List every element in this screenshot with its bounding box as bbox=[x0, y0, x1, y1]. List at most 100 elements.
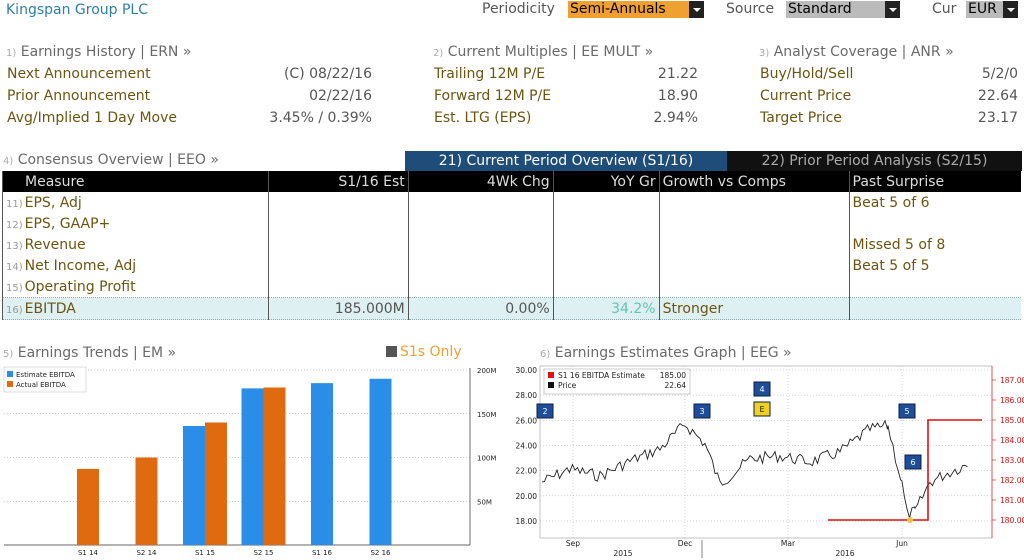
column-header-surprise[interactable]: Past Surprise bbox=[848, 171, 1021, 192]
source-select[interactable]: Standard bbox=[786, 1, 900, 18]
security-title: Kingspan Group PLC bbox=[6, 2, 149, 18]
section-title: Earnings Trends | EM » bbox=[17, 345, 177, 361]
growth-cell bbox=[658, 234, 850, 255]
target-price-value: 23.17 bbox=[977, 110, 1018, 126]
periodicity-value: Semi-Annuals bbox=[570, 1, 666, 17]
prior-announcement-label: Prior Announcement bbox=[7, 88, 151, 104]
event-marker[interactable] bbox=[904, 454, 922, 470]
table-row[interactable]: 11) EPS, Adj Beat 5 of 6 bbox=[2, 192, 1021, 213]
event-marker[interactable] bbox=[536, 403, 554, 419]
est-cell: 185.000M bbox=[267, 297, 409, 320]
chevron-down-icon bbox=[1003, 1, 1018, 18]
s1s-only-toggle[interactable]: S1s Only bbox=[386, 344, 462, 360]
estimates-graph-link[interactable]: 6) Earnings Estimates Graph | EEG » bbox=[540, 345, 792, 361]
tab-current-period[interactable]: 21) Current Period Overview (S1/16) bbox=[405, 151, 727, 171]
buy-hold-sell-value: 5/2/0 bbox=[981, 66, 1018, 82]
table-row[interactable]: 15) Operating Profit bbox=[2, 276, 1021, 298]
est-cell bbox=[267, 213, 409, 234]
row-number: 16) bbox=[6, 304, 23, 316]
legend-estimate-label: Estimate EBITDA bbox=[16, 371, 75, 379]
x-tick-label: S2 15 bbox=[253, 549, 273, 557]
prior-announcement-value: 02/22/16 bbox=[309, 88, 372, 104]
x-tick-label: S1 16 bbox=[312, 549, 333, 557]
x-year-label: 2016 bbox=[835, 549, 854, 558]
currency-value: EUR bbox=[968, 1, 997, 17]
row-number: 15) bbox=[6, 282, 23, 294]
yoy-cell bbox=[552, 255, 660, 276]
x-tick-label: S1 14 bbox=[78, 549, 99, 557]
est-cell bbox=[267, 234, 409, 255]
y2-tick-label: 181.00 bbox=[1000, 496, 1024, 505]
target-price-label: Target Price bbox=[760, 110, 842, 126]
s1s-only-label: S1s Only bbox=[400, 344, 462, 360]
tab-prior-period[interactable]: 22) Prior Period Analysis (S2/15) bbox=[727, 151, 1022, 171]
surprise-cell: Beat 5 of 5 bbox=[848, 255, 1021, 276]
y2-tick-label: 180.00 bbox=[1000, 516, 1024, 525]
actual-bar bbox=[263, 387, 286, 545]
column-header-est[interactable]: S1/16 Est bbox=[267, 171, 409, 192]
surprise-cell bbox=[848, 213, 1021, 234]
legend-swatch-estimate bbox=[7, 371, 13, 377]
event-marker-label: 6 bbox=[910, 458, 915, 467]
source-label: Source bbox=[726, 1, 775, 17]
section-title: Analyst Coverage | ANR » bbox=[773, 44, 954, 60]
consensus-overview-link[interactable]: 4) Consensus Overview | EEO » bbox=[3, 152, 219, 168]
event-marker[interactable] bbox=[693, 403, 711, 419]
measure-cell: EPS, GAAP+ bbox=[24, 215, 111, 232]
column-header-measure[interactable]: Measure bbox=[2, 171, 269, 192]
y-tick-label: 26.00 bbox=[516, 416, 538, 425]
y2-tick-label: 182.00 bbox=[1000, 476, 1024, 485]
legend-estimate-value: 185.00 bbox=[660, 371, 686, 380]
section-title: Earnings History | ERN » bbox=[20, 44, 192, 60]
analyst-coverage-link[interactable]: 3) Analyst Coverage | ANR » bbox=[759, 44, 954, 60]
x-tick-label: Jun bbox=[895, 539, 908, 548]
yoy-cell bbox=[552, 213, 660, 234]
column-header-4wk[interactable]: 4Wk Chg bbox=[407, 171, 554, 192]
periodicity-select[interactable]: Semi-Annuals bbox=[568, 1, 704, 18]
growth-cell: Stronger bbox=[658, 297, 850, 320]
estimate-bar bbox=[369, 378, 392, 545]
column-header-growth[interactable]: Growth vs Comps bbox=[658, 171, 850, 192]
section-title: Consensus Overview | EEO » bbox=[17, 152, 219, 168]
x-tick-label: S2 16 bbox=[370, 549, 391, 557]
y2-tick-label: 185.00 bbox=[1000, 416, 1024, 425]
table-row[interactable]: 13) Revenue Missed 5 of 8 bbox=[2, 234, 1021, 255]
x-tick-label: Dec bbox=[678, 539, 693, 548]
x-tick-label: S1 15 bbox=[195, 549, 215, 557]
event-marker[interactable] bbox=[898, 403, 916, 419]
currency-select[interactable]: EUR bbox=[966, 1, 1018, 18]
measure-cell: EPS, Adj bbox=[24, 194, 82, 211]
event-marker[interactable] bbox=[753, 381, 771, 397]
estimate-bar bbox=[183, 426, 205, 545]
table-row[interactable]: 14) Net Income, Adj Beat 5 of 5 bbox=[2, 255, 1021, 276]
yoy-cell bbox=[552, 192, 660, 213]
event-marker-label: 5 bbox=[904, 407, 909, 416]
table-row-selected[interactable]: 16) EBITDA 185.000M 0.00% 34.2% Stronger bbox=[2, 297, 1021, 320]
measure-cell: Operating Profit bbox=[24, 278, 136, 295]
earnings-trends-link[interactable]: 5) Earnings Trends | EM » bbox=[3, 345, 176, 361]
trailing-pe-label: Trailing 12M P/E bbox=[434, 66, 546, 82]
legend-price-value: 22.64 bbox=[665, 381, 687, 390]
next-announcement-label: Next Announcement bbox=[7, 66, 151, 82]
table-row[interactable]: 12) EPS, GAAP+ bbox=[2, 213, 1021, 234]
earnings-history-link[interactable]: 1) Earnings History | ERN » bbox=[6, 44, 191, 60]
section-title: Current Multiples | EE MULT » bbox=[447, 44, 654, 60]
growth-cell bbox=[658, 213, 850, 234]
forward-pe-value: 18.90 bbox=[657, 88, 698, 104]
section-number: 5) bbox=[3, 349, 14, 360]
table-header-row: Measure S1/16 Est 4Wk Chg YoY Gr Growth … bbox=[2, 171, 1021, 192]
next-announcement-value: (C) 08/22/16 bbox=[283, 66, 372, 82]
chg-cell bbox=[407, 255, 554, 276]
chg-cell bbox=[407, 192, 554, 213]
y-tick-label: 150M bbox=[477, 411, 496, 419]
chg-cell bbox=[407, 234, 554, 255]
earnings-trends-chart: 50M 100M 150M 200M S1 14 S2 14 S1 15 S2 15 S1 1… bbox=[3, 366, 496, 557]
current-multiples-link[interactable]: 2) Current Multiples | EE MULT » bbox=[433, 44, 653, 60]
legend-swatch-estimate bbox=[548, 372, 554, 378]
column-header-yoy[interactable]: YoY Gr bbox=[552, 171, 660, 192]
day-move-value: 3.45% / 0.39% bbox=[269, 110, 372, 126]
consensus-table: Measure S1/16 Est 4Wk Chg YoY Gr Growth … bbox=[2, 171, 1021, 320]
estimates-chart: 30.00 28.00 26.00 24.00 22.00 20.00 18.00 187.… bbox=[516, 365, 1024, 558]
y-tick-label: 50M bbox=[477, 498, 492, 506]
event-marker[interactable] bbox=[753, 401, 771, 417]
